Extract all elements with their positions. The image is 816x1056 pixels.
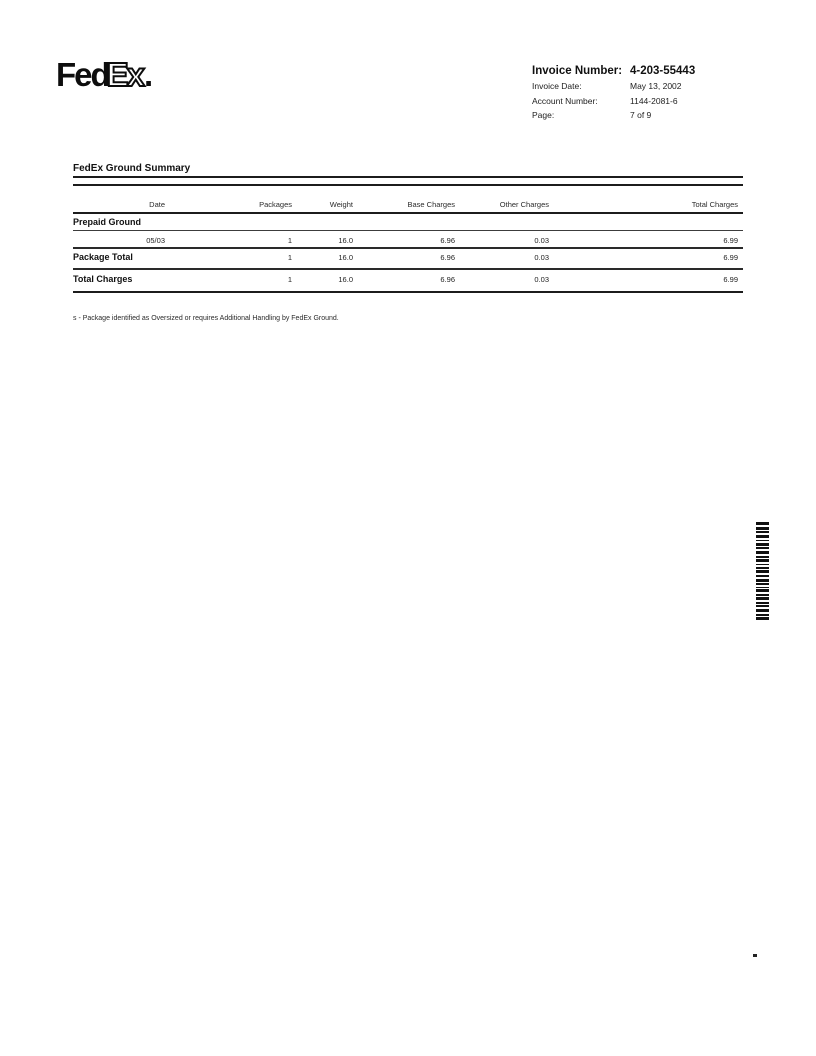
section-title: FedEx Ground Summary bbox=[73, 163, 191, 174]
row-rule-1 bbox=[73, 247, 743, 249]
logo-ex-text: Ex bbox=[106, 56, 146, 93]
cell-date: 05/03 bbox=[146, 236, 165, 245]
cell-other-charges: 0.03 bbox=[534, 253, 549, 262]
col-header-weight: Weight bbox=[329, 200, 353, 209]
barcode bbox=[756, 522, 769, 620]
title-rule-bottom bbox=[73, 184, 743, 186]
cell-base-charges: 6.96 bbox=[440, 236, 455, 245]
logo-period: . bbox=[144, 56, 153, 93]
account-number-label: Account Number: bbox=[532, 95, 598, 106]
invoice-date-row: Invoice Date: May 13, 2002 bbox=[532, 79, 762, 94]
invoice-number-row: Invoice Number: 4-203-55443 bbox=[532, 64, 762, 79]
cell-packages: 1 bbox=[287, 275, 292, 284]
col-header-date: Date bbox=[149, 200, 165, 209]
section-label: Prepaid Ground bbox=[73, 217, 142, 227]
print-mark-dot bbox=[753, 954, 757, 957]
section-label-row: Prepaid Ground bbox=[73, 217, 743, 230]
cell-total-charges: 6.99 bbox=[723, 253, 738, 262]
col-header-other-charges: Other Charges bbox=[499, 200, 549, 209]
total-charges-label: Total Charges bbox=[73, 274, 133, 284]
cell-total-charges: 6.99 bbox=[723, 236, 738, 245]
total-charges-row: Total Charges 1 16.0 6.96 0.03 6.99 bbox=[73, 274, 743, 287]
invoice-number-label: Invoice Number: bbox=[532, 65, 623, 77]
package-total-row: Package Total 1 16.0 6.96 0.03 6.99 bbox=[73, 252, 743, 265]
cell-total-charges: 6.99 bbox=[723, 275, 738, 284]
col-header-packages: Packages bbox=[259, 200, 292, 209]
page-number-row: Page: 7 of 9 bbox=[532, 108, 762, 123]
ground-summary-section: FedEx Ground Summary Date Packages Weigh… bbox=[73, 163, 743, 333]
col-header-total-charges: Total Charges bbox=[691, 200, 738, 209]
logo-fed-text: Fed bbox=[56, 56, 111, 93]
cell-other-charges: 0.03 bbox=[534, 275, 549, 284]
row-rule-2 bbox=[73, 268, 743, 270]
account-number-row: Account Number: 1144-2081-6 bbox=[532, 94, 762, 109]
cell-weight: 16.0 bbox=[338, 253, 353, 262]
account-number-value: 1144-2081-6 bbox=[630, 95, 678, 106]
invoice-meta: Invoice Number: 4-203-55443 Invoice Date… bbox=[532, 64, 762, 123]
fedex-logo: FedEx. bbox=[56, 56, 153, 93]
table-header-row: Date Packages Weight Base Charges Other … bbox=[73, 200, 743, 212]
col-header-base-charges: Base Charges bbox=[407, 200, 455, 209]
section-rule bbox=[73, 230, 743, 231]
page-value: 7 of 9 bbox=[630, 110, 652, 120]
invoice-number-value: 4-203-55443 bbox=[630, 65, 696, 77]
invoice-date-label: Invoice Date: bbox=[532, 81, 582, 91]
cell-packages: 1 bbox=[287, 253, 292, 262]
package-total-label: Package Total bbox=[73, 252, 133, 262]
page-label: Page: bbox=[532, 110, 555, 120]
table-row: 05/03 1 16.0 6.96 0.03 6.99 bbox=[73, 236, 743, 248]
cell-base-charges: 6.96 bbox=[440, 275, 455, 284]
cell-weight: 16.0 bbox=[338, 275, 353, 284]
cell-packages: 1 bbox=[287, 236, 292, 245]
cell-base-charges: 6.96 bbox=[440, 253, 455, 262]
invoice-date-value: May 13, 2002 bbox=[630, 81, 682, 91]
title-rule-top bbox=[73, 176, 743, 178]
header-rule bbox=[73, 212, 743, 214]
row-rule-3 bbox=[73, 291, 743, 293]
footnote: s - Package identified as Oversized or r… bbox=[73, 315, 339, 322]
cell-weight: 16.0 bbox=[338, 236, 353, 245]
cell-other-charges: 0.03 bbox=[534, 236, 549, 245]
